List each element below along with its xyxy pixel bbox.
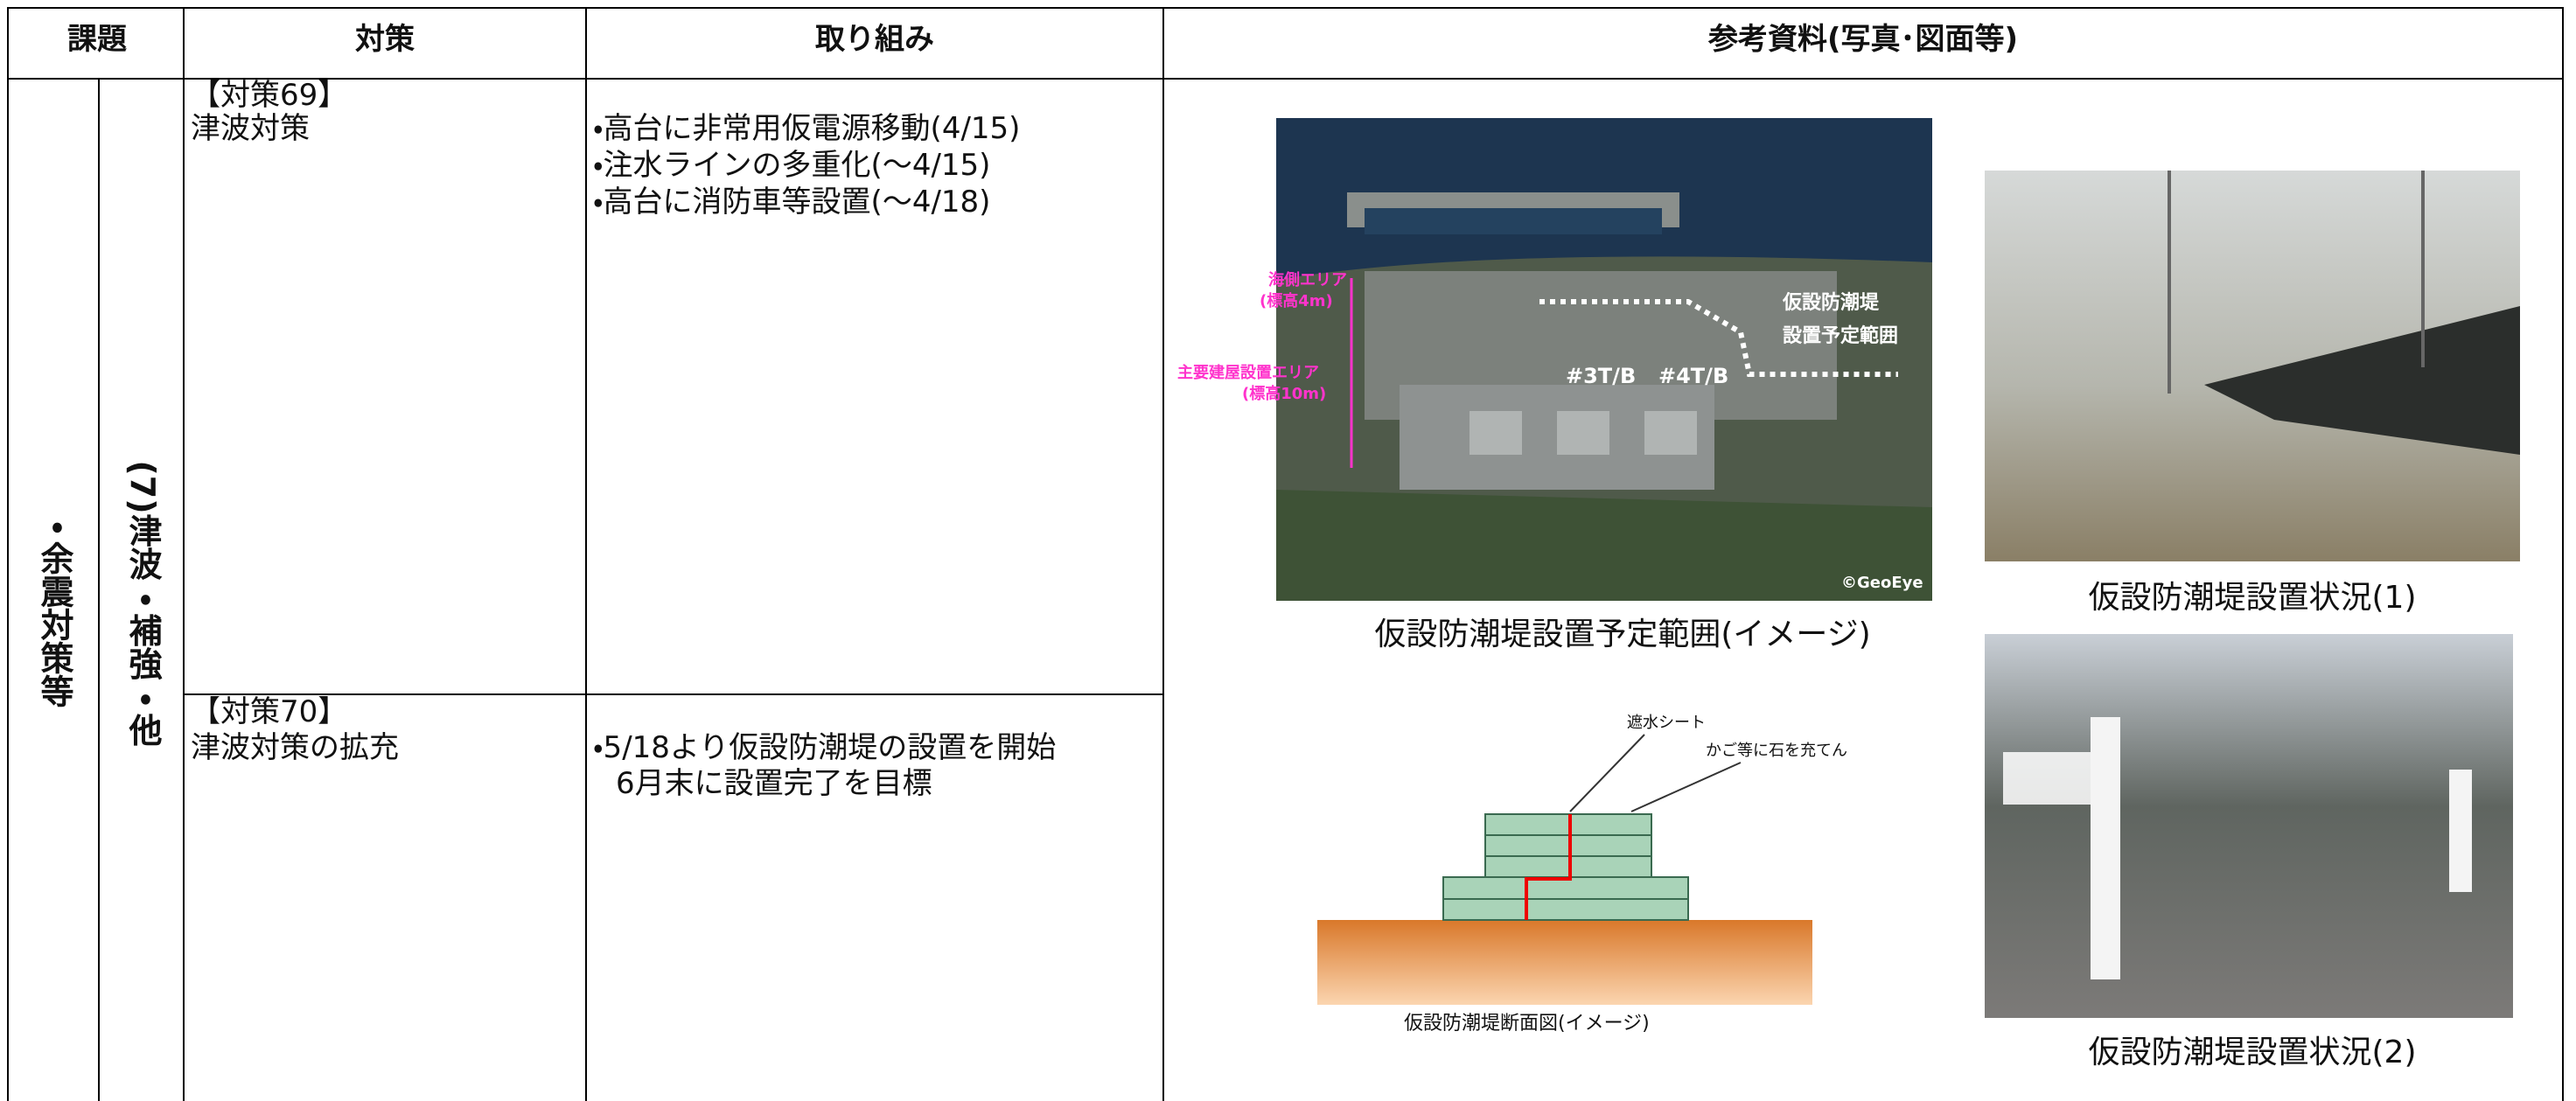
map-label: 仮設防潮堤 (1783, 292, 1880, 314)
map-label: #3T/B (1566, 364, 1637, 388)
photo-1 (1985, 171, 2520, 561)
action: ・5/18より仮設防潮堤の設置を開始 (593, 730, 1057, 765)
map-label: 主要建屋設置エリア (1177, 364, 1319, 382)
map-credit: ©GeoEye (1841, 574, 1923, 592)
action: ・高台に消防車等設置(～4/18) (593, 185, 991, 220)
section-diagram (1317, 734, 1812, 1005)
map-label: (標高4m) (1260, 292, 1333, 310)
map-label: 海側エリア (1268, 271, 1347, 289)
header-cell: 取り組み (815, 22, 934, 57)
action: 6月末に設置完了を目標 (616, 766, 932, 801)
header-cell: 対策 (355, 22, 415, 57)
measure: 津波対策の拡充 (191, 730, 399, 765)
measure-no: 【対策70】 (191, 694, 348, 729)
map-label: (標高10m) (1242, 385, 1327, 403)
map-label: 設置予定範囲 (1783, 325, 1899, 347)
map-label: #4T/B (1658, 364, 1729, 388)
measure-no: 【対策69】 (191, 78, 348, 113)
action: ・注水ラインの多重化(～4/15) (593, 148, 991, 183)
action: ・高台に非常用仮電源移動(4/15) (593, 111, 1021, 146)
table-grid (7, 7, 2564, 1101)
category-major: ・余震対策等 (35, 508, 73, 707)
measure: 津波対策 (191, 111, 310, 146)
diagram-caption: 仮設防潮堤断面図(イメージ) (1404, 1013, 1650, 1035)
aerial-photo (1276, 118, 1932, 601)
caption: 仮設防潮堤設置状況(1) (2088, 580, 2417, 616)
caption: 仮設防潮堤設置予定範囲(イメージ) (1374, 617, 1871, 652)
caption: 仮設防潮堤設置状況(2) (2088, 1035, 2417, 1070)
header-cell: 参考資料(写真･図面等) (1707, 22, 2019, 57)
category-minor: (7)津波・補強・他 (123, 460, 162, 747)
header-cell: 課題 (67, 22, 127, 57)
photo-2 (1985, 634, 2513, 1018)
diagram-label: 遮水シート (1627, 714, 1706, 732)
diagram-label: かご等に石を充てん (1706, 742, 1847, 760)
